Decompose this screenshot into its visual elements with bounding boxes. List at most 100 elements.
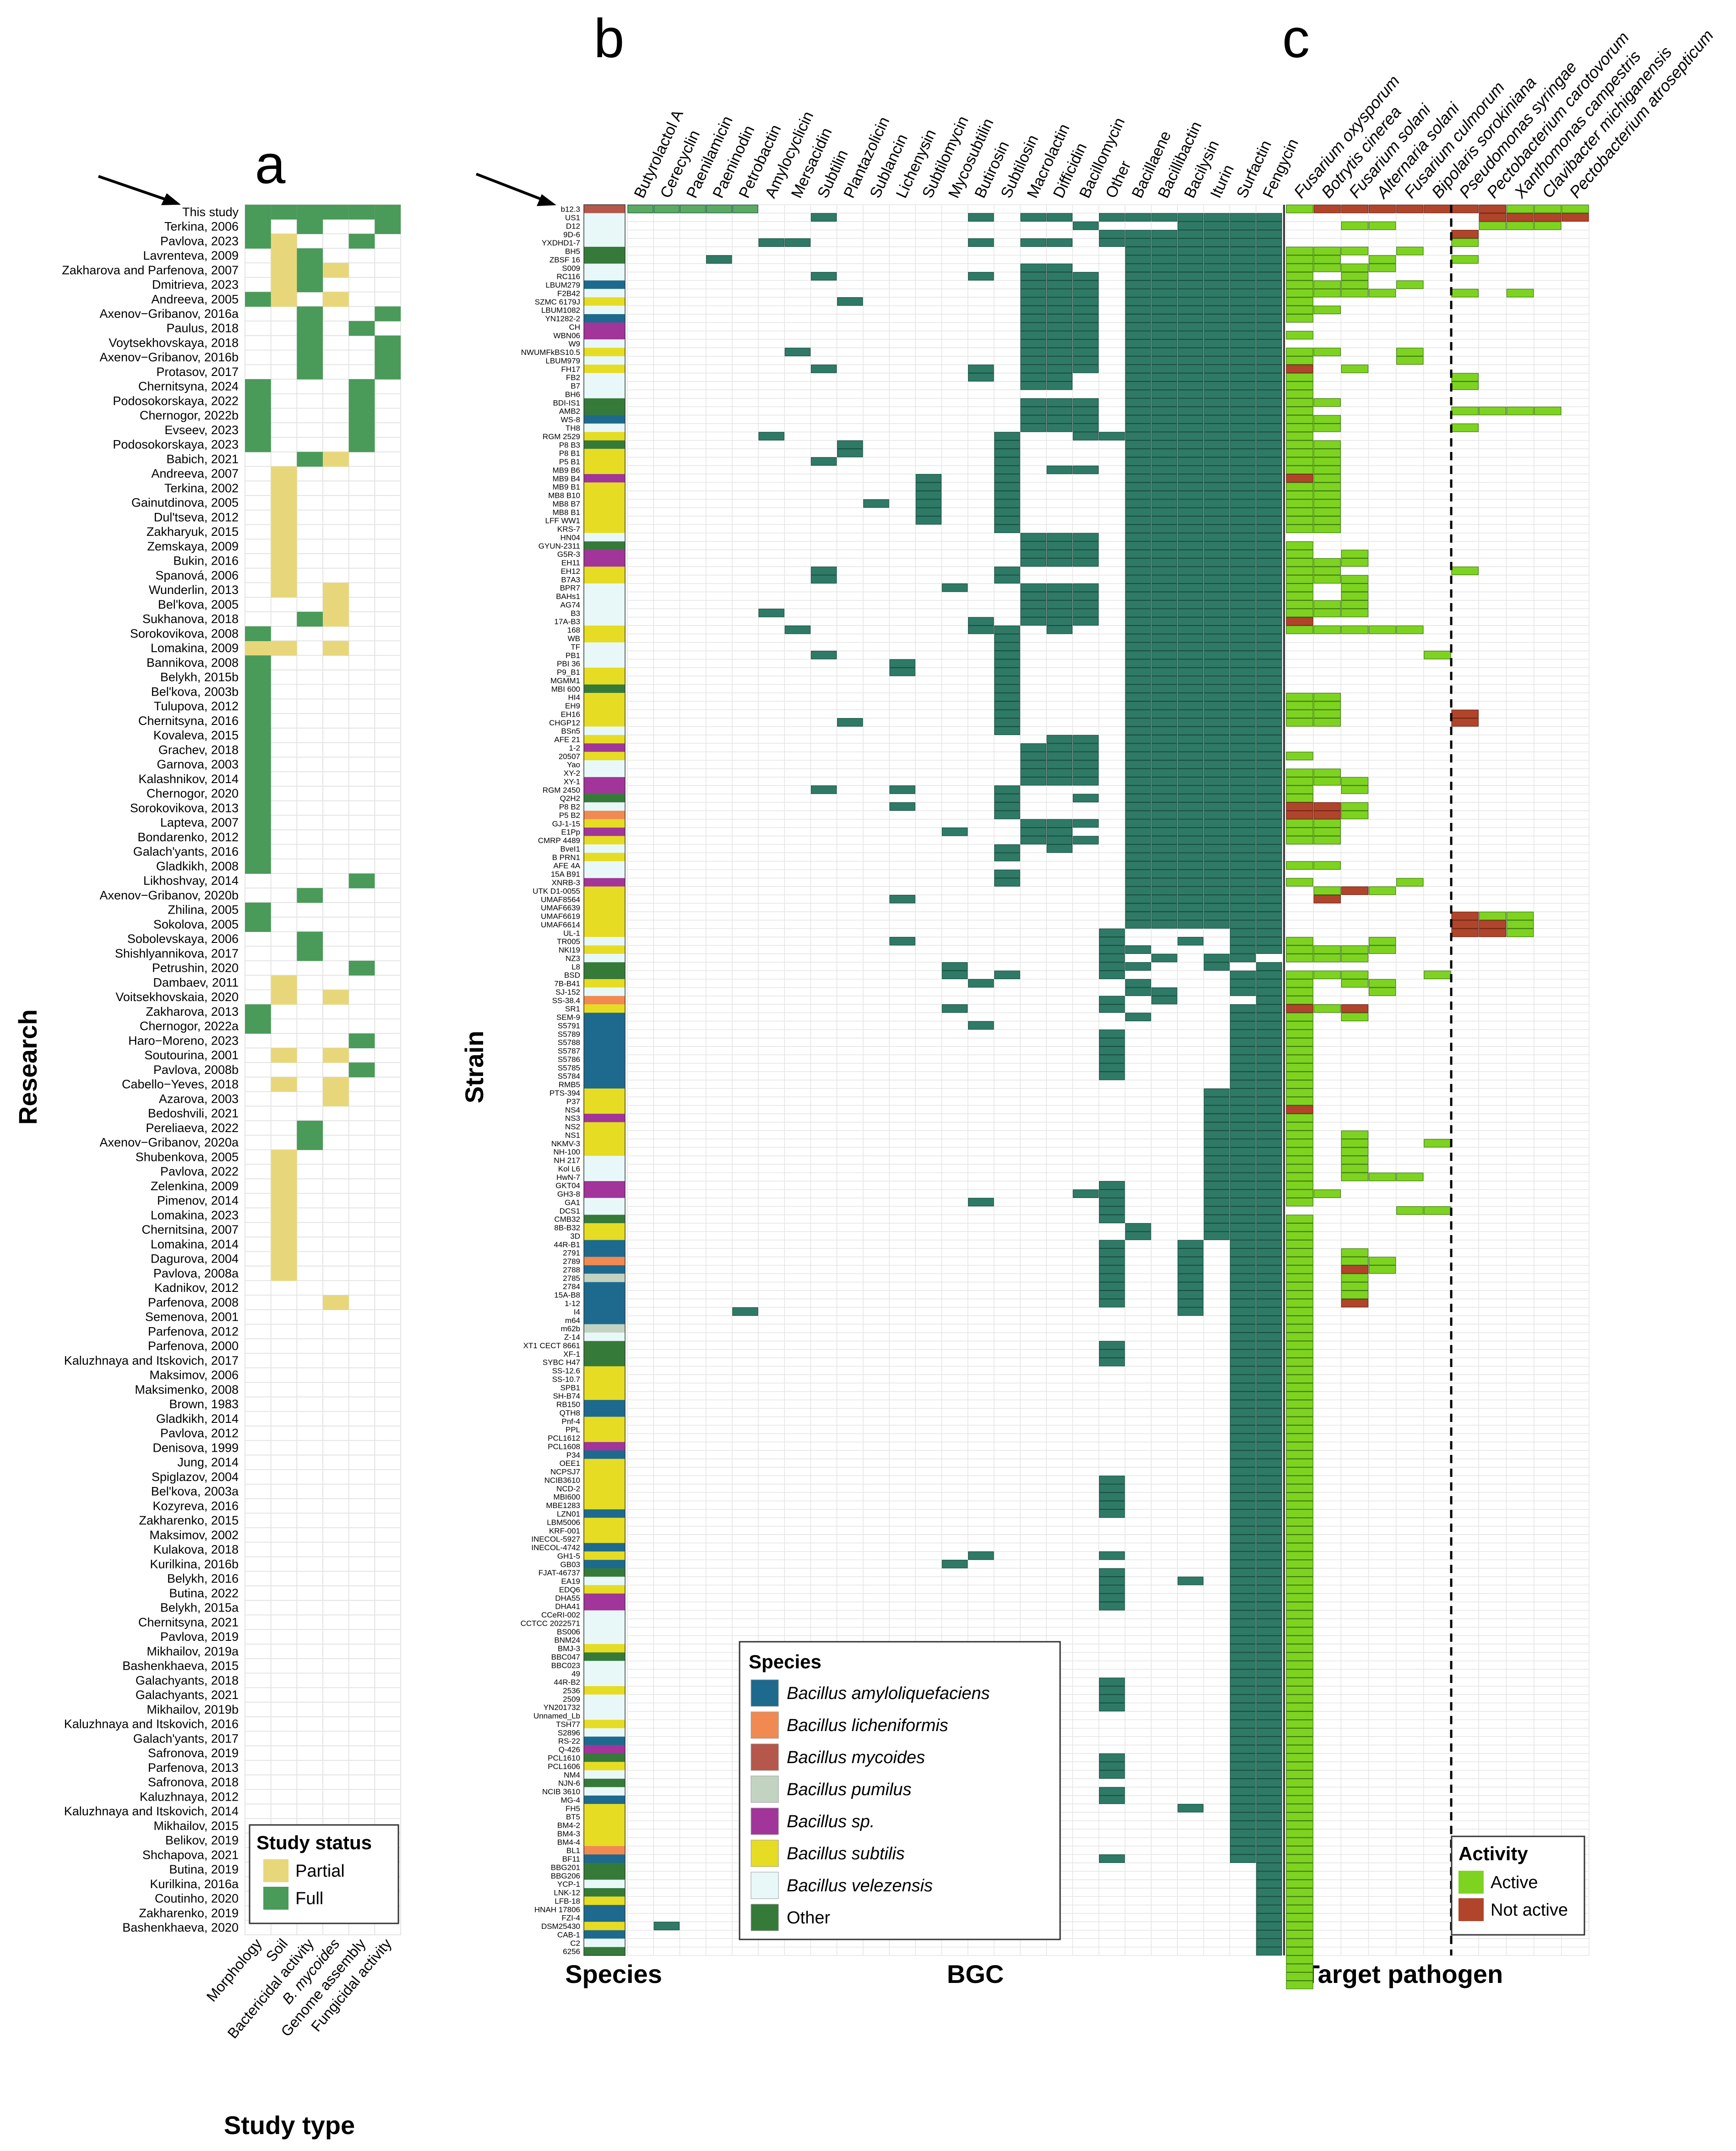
- activity-active-cell: [1313, 499, 1341, 508]
- strain-label: BS006: [557, 1628, 580, 1636]
- bgc-present-cell: [1125, 533, 1151, 542]
- strain-label: BF11: [562, 1855, 580, 1863]
- bgc-present-cell: [1177, 339, 1203, 348]
- species-strip-cell: [584, 1762, 625, 1770]
- bgc-present-cell: [1177, 609, 1203, 617]
- strain-label: DHA41: [555, 1602, 580, 1611]
- bgc-present-cell: [915, 474, 941, 483]
- species-strip-cell: [584, 297, 625, 306]
- bgc-present-cell: [1230, 415, 1256, 424]
- strain-label: B PRN1: [552, 853, 580, 862]
- bgc-present-cell: [1203, 263, 1230, 272]
- panel-a-row-label: Protasov, 2017: [156, 365, 239, 379]
- bgc-present-cell: [1203, 331, 1230, 340]
- bgc-present-cell: [1151, 566, 1177, 575]
- strain-label: MB8 B10: [548, 491, 580, 500]
- bgc-present-cell: [1151, 423, 1177, 432]
- bgc-present-cell: [1203, 238, 1230, 247]
- bgc-present-cell: [1072, 617, 1099, 626]
- species-strip-cell: [584, 1122, 625, 1131]
- panel-a-row-label: Podosokorskaya, 2023: [113, 438, 239, 452]
- bgc-present-cell: [1203, 861, 1230, 870]
- activity-active-cell: [1313, 558, 1341, 567]
- species-strip-cell: [584, 1602, 625, 1611]
- bgc-present-cell: [1046, 819, 1072, 828]
- bgc-present-cell: [1020, 423, 1046, 432]
- activity-active-cell: [1286, 465, 1313, 474]
- bgc-present-cell: [1256, 1576, 1282, 1585]
- bgc-present-cell: [1203, 541, 1230, 550]
- activity-active-cell: [1341, 777, 1369, 786]
- strain-label: PPL: [566, 1426, 580, 1434]
- bgc-present-cell: [1203, 390, 1230, 398]
- bgc-present-cell: [1177, 390, 1203, 398]
- activity-active-cell: [1286, 1737, 1313, 1745]
- activity-active-cell: [1286, 1585, 1313, 1594]
- bgc-present-cell: [1125, 575, 1151, 584]
- activity-active-cell: [1286, 541, 1313, 550]
- bgc-present-cell: [1256, 314, 1282, 323]
- bgc-present-cell: [1230, 1097, 1256, 1105]
- panel-a-cell-full: [375, 335, 401, 351]
- panel-a-row-label: Zelenkina, 2009: [151, 1179, 239, 1193]
- bgc-present-cell: [1256, 844, 1282, 853]
- bgc-present-cell: [1177, 575, 1203, 584]
- species-strip-cell: [584, 533, 625, 542]
- activity-active-cell: [1286, 272, 1313, 281]
- strain-label: UMAF8564: [541, 895, 580, 904]
- panel-a-cell-full: [348, 379, 375, 394]
- activity-active-cell: [1286, 1576, 1313, 1585]
- bgc-present-cell: [1256, 811, 1282, 819]
- bgc-present-cell: [1203, 1122, 1230, 1131]
- bgc-present-cell: [1046, 381, 1072, 390]
- panel-letter-b: b: [594, 8, 625, 69]
- panel-a-row-label: Evseev, 2023: [164, 423, 239, 437]
- activity-active-cell: [1286, 945, 1313, 954]
- activity-active-cell: [1286, 861, 1313, 870]
- species-strip-cell: [584, 1391, 625, 1400]
- bgc-present-cell: [1125, 979, 1151, 988]
- bgc-present-cell: [1177, 1257, 1203, 1265]
- activity-not-active-cell: [1424, 204, 1451, 213]
- bgc-present-cell: [1256, 1055, 1282, 1063]
- species-strip-cell: [584, 1290, 625, 1299]
- strain-label: BAHs1: [556, 592, 580, 601]
- bgc-present-cell: [1046, 836, 1072, 844]
- activity-active-cell: [1286, 1854, 1313, 1863]
- activity-active-cell: [1286, 1534, 1313, 1543]
- bgc-present-cell: [1151, 398, 1177, 407]
- activity-active-cell: [1396, 1172, 1424, 1182]
- activity-not-active-cell: [1286, 802, 1313, 811]
- species-strip-cell: [584, 1139, 625, 1148]
- species-strip-cell: [584, 617, 625, 626]
- activity-active-cell: [1286, 1265, 1313, 1274]
- strain-label: KRS-7: [557, 525, 580, 534]
- panel-a-row-label: Brown, 1983: [169, 1397, 239, 1411]
- species-strip-cell: [584, 1829, 625, 1838]
- activity-active-cell: [1286, 1097, 1313, 1105]
- bgc-present-cell: [1151, 465, 1177, 474]
- panel-a-row-label: Axenov−Gribanov, 2016a: [100, 307, 239, 321]
- bgc-present-cell: [1230, 1206, 1256, 1215]
- panel-a-cell-full: [348, 408, 375, 423]
- bgc-present-cell: [1125, 785, 1151, 794]
- bgc-present-cell: [1256, 1871, 1282, 1880]
- species-strip-cell: [584, 676, 625, 685]
- bgc-present-cell: [1256, 886, 1282, 895]
- activity-active-cell: [1286, 1652, 1313, 1661]
- bgc-present-cell: [1203, 1164, 1230, 1173]
- bgc-present-cell: [1151, 322, 1177, 331]
- species-strip-cell: [584, 1467, 625, 1476]
- bgc-present-cell: [1256, 1088, 1282, 1097]
- activity-active-cell: [1286, 794, 1313, 803]
- panel-a-row-label: Lomakina, 2014: [151, 1237, 239, 1251]
- activity-active-cell: [1424, 1206, 1451, 1215]
- activity-active-cell: [1286, 499, 1313, 508]
- bgc-present-cell: [1151, 255, 1177, 264]
- bgc-present-cell: [994, 516, 1020, 525]
- species-legend-label: Other: [787, 1908, 830, 1928]
- strain-label: KRF-001: [549, 1526, 580, 1535]
- bgc-present-cell: [1046, 415, 1072, 424]
- strain-label: CMRP 4489: [538, 836, 580, 845]
